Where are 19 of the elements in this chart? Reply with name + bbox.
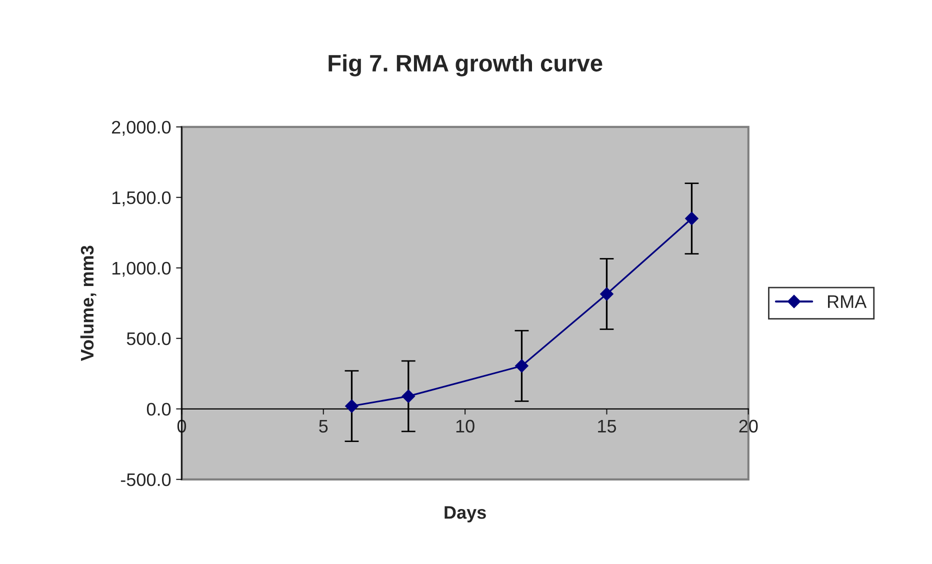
y-tick-label: 1,500.0 [112, 191, 171, 206]
legend-label: RMA [828, 295, 867, 308]
point [515, 359, 528, 372]
x-tick-label: 20 [739, 420, 758, 433]
point [685, 212, 698, 226]
chart-title: Fig 7. RMA growth curve [328, 54, 602, 76]
y-tick-label: -500.0 [120, 473, 171, 486]
point [402, 390, 415, 403]
y-tick-label: 500.0 [126, 332, 171, 346]
x-tick-label: 10 [456, 420, 474, 433]
y-axis-title: Volume, mm3 [80, 246, 96, 362]
y-tick-label: 1,000.0 [112, 262, 171, 277]
y-tick-label: 2,000.0 [112, 120, 171, 136]
x-axis-title: Days [444, 506, 486, 522]
x-tick-label: 15 [598, 420, 616, 433]
point [600, 287, 614, 301]
x-tick-label: 5 [319, 420, 328, 433]
y-tick-label: 0.0 [146, 402, 171, 416]
point [345, 399, 358, 413]
